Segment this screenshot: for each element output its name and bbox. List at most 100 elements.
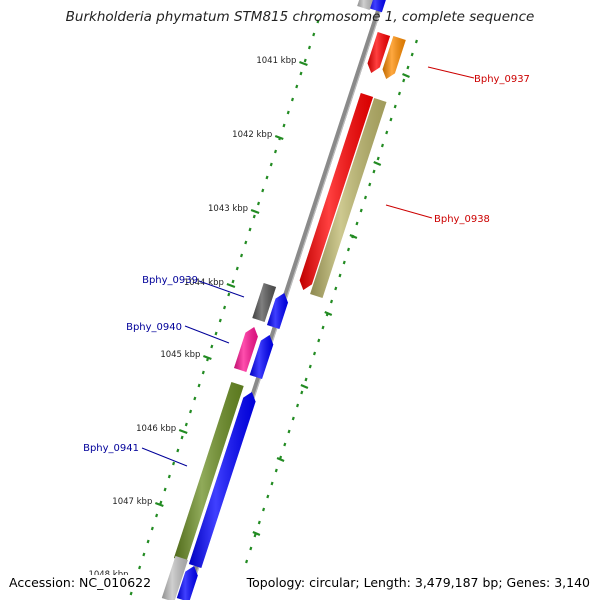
gene-bphy-0940-blue [249,335,274,379]
tick-label: 1042 kbp [232,130,272,140]
guide-dot [142,552,146,557]
gene-bphy-0939-blue [267,293,288,329]
tick-mark [274,134,284,141]
outer-tick-mark [349,233,358,240]
gene-blue-top-shade [367,0,386,13]
guide-dot [299,71,303,76]
gene-label-leader [198,280,245,298]
gene-bphy-0938-red-shade [299,93,374,290]
guide-dot [372,169,376,174]
guide-dot [329,299,334,304]
tick-mark [250,208,260,215]
gene-labels: Bphy_0937 Bphy_0938 Bphy_0939 Bphy_0940 Bphy… [83,66,530,467]
guide-dot [176,448,180,453]
gene-bphy-0937-red [367,32,391,73]
guide-dot [189,409,193,414]
guide-dot [163,487,167,492]
gene-silver-top [357,0,373,10]
tick-mark [202,354,212,361]
tick-mark [154,501,164,508]
gene-bphy-0937-orange-shade [382,36,406,79]
guide-dot [227,292,231,297]
guide-dot [231,279,235,284]
gene-silver-bottom-shade [161,556,188,600]
guide-dot [257,520,261,525]
guide-dot [406,65,410,70]
gene-bphy-0938-khaki-shade [310,98,387,298]
gene-label-bphy-0937: Bphy_0937 [474,74,530,85]
map-title: Burkholderia phymatum STM815 chromosome … [65,9,535,25]
outer-tick-mark [402,72,410,79]
guide-dot [244,240,248,245]
gene-label-leader [427,66,475,79]
guide-dot [172,461,176,466]
guide-dot [316,19,320,24]
guide-dot [355,221,359,226]
guide-dot [240,253,244,258]
guide-dot [265,175,269,180]
gene-label-bphy-0941: Bphy_0941 [83,443,139,454]
guide-dot [256,201,261,206]
gene-label-leader [184,325,230,344]
guide-dot [397,91,401,96]
guide-dot [359,208,363,213]
gene-blue-bottom [176,566,198,600]
guide-dot [218,318,222,323]
gene-bphy-0939-gray-shade [252,283,277,322]
gene-label-leader [385,204,433,219]
gene-label-bphy-0940: Bphy_0940 [126,322,182,333]
guide-dot [380,143,385,148]
guide-dot [274,468,278,473]
topology-text: Topology: circular; Length: 3,479,187 bp… [244,575,592,590]
guide-dot [287,429,291,434]
tick-mark [226,282,236,289]
guide-dot [193,396,197,401]
gene-bphy-0937-orange [382,36,406,79]
guide-dot [261,188,265,193]
gene-bphy-0940-blue-shade [249,335,274,379]
guide-dot [312,32,316,37]
guide-dot [291,416,295,421]
guide-dot [138,565,142,570]
guide-dot [308,364,312,369]
gene-bphy-0941-blue-shade [188,392,256,568]
tick-label: 1046 kbp [136,424,176,434]
outer-tick-mark [276,456,285,463]
guide-dot [389,117,393,122]
guide-dot [266,494,270,499]
guide-dot [303,58,307,63]
guide-dot [262,507,266,512]
gene-bphy-0941-olive [173,382,244,562]
guide-dot [223,305,227,310]
guide-dot [210,344,214,349]
guide-dot [167,474,171,479]
guide-dot [317,338,321,343]
guide-dot [235,266,239,271]
gene-bphy-0941-olive-shade [173,382,244,562]
guide-dot [402,78,406,83]
outer-tick-mark [324,310,333,317]
guide-dot [273,149,278,154]
gene-bphy-0939-gray [252,283,277,322]
guide-dot [150,526,154,531]
guide-dot [307,45,312,50]
guide-dot [414,39,418,44]
inner-dotted-guide [129,19,320,596]
guide-dot [300,390,304,395]
gene-silver-top-shade [357,0,373,10]
tick-label: 1041 kbp [256,56,296,66]
guide-dot [214,331,218,336]
outer-dotted-guide [245,39,418,564]
guide-dot [155,513,159,518]
gene-bphy-0938-red [299,93,374,290]
guide-dot [270,481,274,486]
guide-dot [368,182,372,187]
gene-bphy-0939-blue-shade [267,293,288,329]
guide-dot [376,156,380,161]
gene-features [161,0,406,600]
guide-dot [159,500,163,505]
tick-mark [299,60,308,67]
tick-label: 1045 kbp [160,350,200,360]
